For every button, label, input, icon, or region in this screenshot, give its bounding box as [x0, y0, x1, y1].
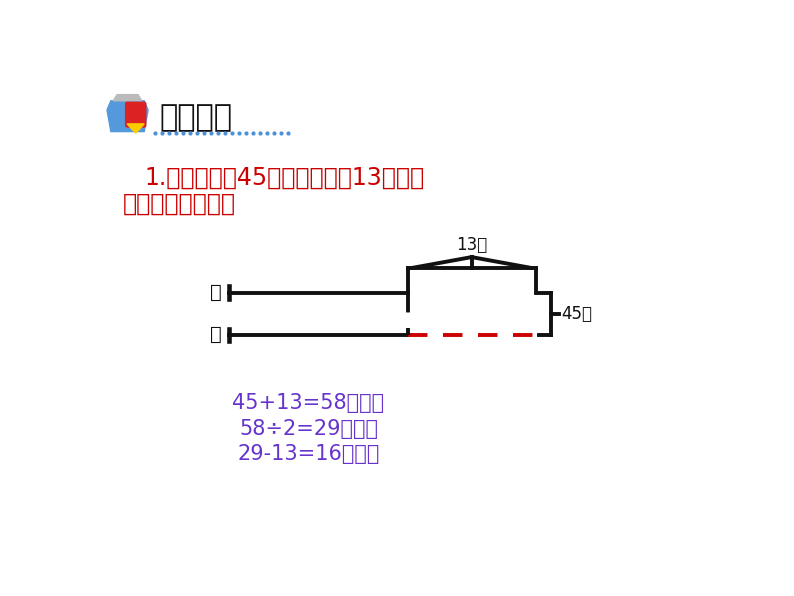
Text: 45只: 45只: [561, 305, 592, 322]
Text: 45+13=58（只）: 45+13=58（只）: [233, 393, 384, 414]
Text: 鸡: 鸡: [210, 283, 222, 302]
Polygon shape: [107, 101, 148, 132]
FancyBboxPatch shape: [125, 103, 146, 127]
Text: 13只: 13只: [456, 236, 488, 254]
Text: 1.鸡和鸭一共45只，鸡比鸭多13只。鸡: 1.鸡和鸭一共45只，鸡比鸭多13只。鸡: [145, 166, 424, 190]
Text: 29-13=16（只）: 29-13=16（只）: [237, 444, 380, 464]
Text: 鸭: 鸭: [210, 325, 222, 344]
Text: 激活策略: 激活策略: [160, 103, 233, 132]
Text: 58÷2=29（只）: 58÷2=29（只）: [239, 419, 378, 439]
Polygon shape: [114, 95, 142, 101]
Polygon shape: [127, 124, 145, 133]
Text: 和鸭各有多少只？: 和鸭各有多少只？: [122, 192, 236, 216]
